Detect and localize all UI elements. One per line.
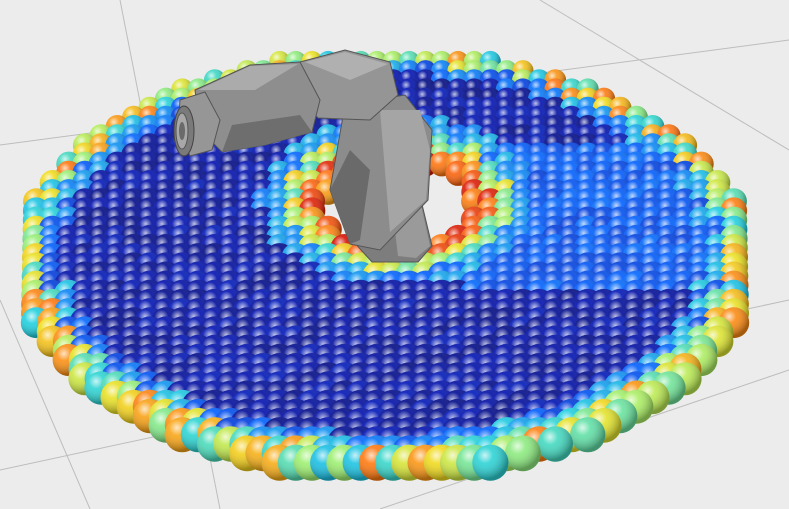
sphere-highlight xyxy=(505,435,541,471)
sphere-highlight xyxy=(570,417,605,452)
sphere-highlight xyxy=(472,445,508,481)
robot-flange-hole xyxy=(179,122,185,140)
sphere-highlight xyxy=(538,426,573,461)
